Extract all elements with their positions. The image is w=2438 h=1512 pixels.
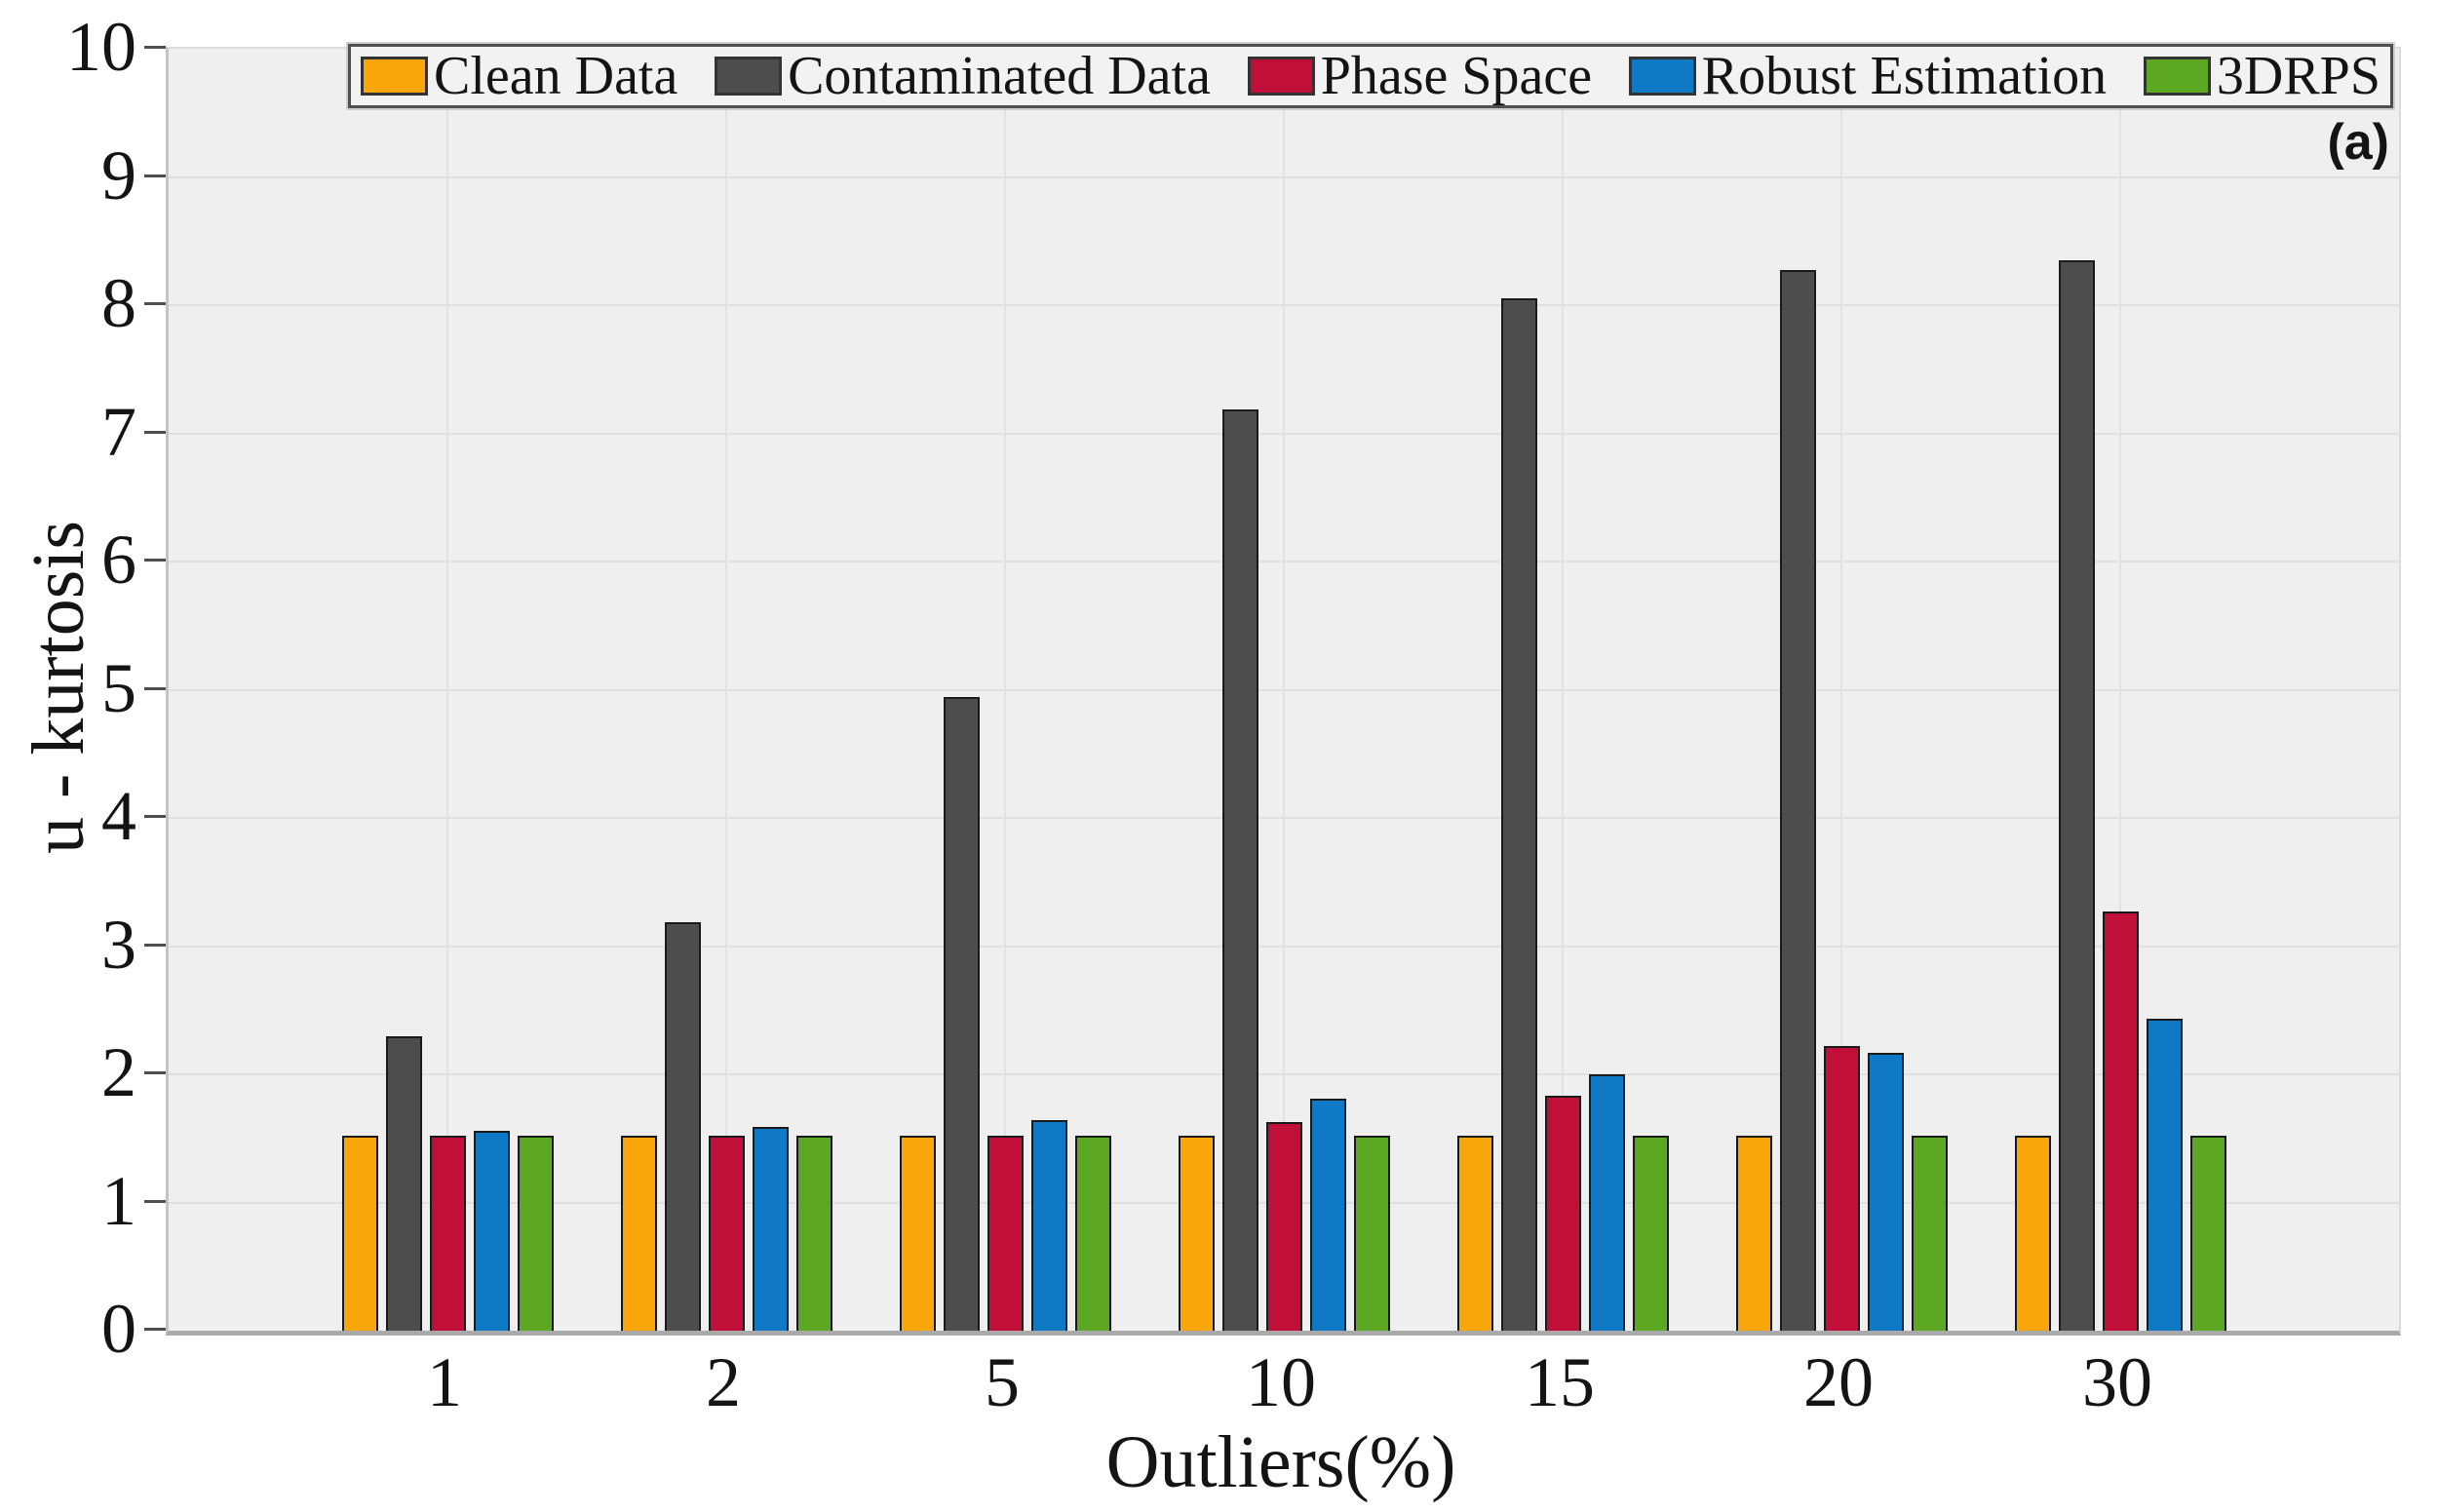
bar-contaminated-data: [385, 1036, 422, 1331]
legend-swatch: [1628, 57, 1696, 96]
bar-group-2: [620, 49, 832, 1331]
panel-label: (a): [2327, 114, 2389, 171]
y-tick-label: 6: [101, 521, 136, 599]
bar-robust-estimation: [1030, 1120, 1067, 1331]
plot-area: [166, 47, 2401, 1336]
y-tick-label: 1: [101, 1161, 136, 1240]
y-tick-label: 3: [101, 905, 136, 984]
legend-item-phase-space: Phase Space: [1247, 46, 1593, 106]
bar-group-15: [1456, 49, 1669, 1331]
bar-phase-space: [1544, 1096, 1581, 1331]
bar-3drps: [1074, 1136, 1111, 1331]
y-tick-mark: [144, 686, 166, 690]
x-tick-label: 2: [706, 1343, 741, 1421]
x-gridline: [1840, 49, 1842, 1331]
legend-swatch: [2143, 57, 2211, 96]
bar-robust-estimation: [1867, 1053, 1904, 1331]
legend: Clean Data Contaminated Data Phase Space Ro…: [348, 44, 2393, 108]
bar-3drps: [517, 1136, 554, 1331]
bar-clean-data: [1456, 1136, 1493, 1331]
x-gridline: [725, 49, 727, 1331]
x-gridline: [1283, 49, 1285, 1331]
y-tick-label: 0: [101, 1290, 136, 1368]
y-tick-mark: [144, 1328, 166, 1331]
bar-contaminated-data: [1221, 409, 1258, 1331]
bar-robust-estimation: [1309, 1099, 1346, 1331]
y-tick-label: 2: [101, 1033, 136, 1111]
legend-item-3drps: 3DRPS: [2143, 46, 2380, 106]
y-tick-mark: [144, 174, 166, 177]
legend-label: 3DRPS: [2216, 46, 2380, 106]
bar-phase-space: [1823, 1046, 1860, 1331]
bar-clean-data: [1178, 1136, 1215, 1331]
bar-phase-space: [2102, 911, 2139, 1331]
bar-clean-data: [2014, 1136, 2051, 1331]
bar-contaminated-data: [2058, 260, 2095, 1331]
y-tick-label: 8: [101, 264, 136, 342]
x-gridline: [446, 49, 448, 1331]
x-tick-label: 15: [1525, 1343, 1595, 1421]
y-tick-mark: [144, 815, 166, 818]
y-tick-mark: [144, 430, 166, 434]
legend-label: Clean Data: [434, 46, 678, 106]
x-tick-label: 30: [2082, 1343, 2152, 1421]
bar-3drps: [1632, 1136, 1669, 1331]
bar-3drps: [1353, 1136, 1390, 1331]
bar-contaminated-data: [943, 697, 980, 1331]
y-tick-mark: [144, 1199, 166, 1203]
x-tick-label: 5: [985, 1343, 1020, 1421]
bar-robust-estimation: [2146, 1019, 2183, 1331]
legend-item-contaminated-data: Contaminated Data: [715, 49, 1211, 103]
bar-group-30: [2014, 49, 2226, 1331]
x-gridline: [2119, 49, 2121, 1331]
y-tick-mark: [144, 302, 166, 305]
bar-robust-estimation: [1588, 1074, 1625, 1331]
x-tick-label: 10: [1246, 1343, 1316, 1421]
bar-robust-estimation: [752, 1127, 789, 1331]
bar-clean-data: [341, 1136, 378, 1331]
bar-contaminated-data: [1500, 298, 1537, 1331]
y-tick-label: 5: [101, 648, 136, 727]
bar-group-1: [341, 49, 554, 1331]
bar-phase-space: [1265, 1122, 1302, 1331]
bar-group-20: [1735, 49, 1948, 1331]
x-tick-label: 20: [1803, 1343, 1874, 1421]
bar-group-10: [1178, 49, 1390, 1331]
bar-clean-data: [899, 1136, 936, 1331]
y-tick-label: 7: [101, 392, 136, 471]
bar-3drps: [2189, 1136, 2226, 1331]
bar-group-5: [899, 49, 1111, 1331]
bar-contaminated-data: [1779, 270, 1816, 1331]
x-tick-label: 1: [427, 1343, 462, 1421]
bar-robust-estimation: [473, 1131, 510, 1331]
legend-item-robust-estimation: Robust Estimation: [1628, 46, 2108, 106]
bar-clean-data: [1735, 1136, 1772, 1331]
y-tick-label: 10: [66, 8, 136, 86]
x-gridline: [1004, 49, 1006, 1331]
bar-phase-space: [708, 1136, 745, 1331]
y-tick-mark: [144, 943, 166, 947]
bar-contaminated-data: [664, 922, 701, 1331]
bar-phase-space: [987, 1136, 1024, 1331]
y-tick-mark: [144, 1071, 166, 1074]
x-axis-title: Outliers(%): [1105, 1421, 1456, 1503]
y-tick-mark: [144, 559, 166, 562]
legend-label: Contaminated Data: [788, 46, 1211, 106]
legend-label: Robust Estimation: [1701, 46, 2108, 106]
y-tick-label: 4: [101, 777, 136, 855]
y-tick-label: 9: [101, 136, 136, 214]
legend-item-clean-data: Clean Data: [361, 49, 677, 103]
legend-swatch: [715, 57, 783, 96]
x-gridline: [1562, 49, 1564, 1331]
legend-swatch: [361, 57, 428, 96]
legend-swatch: [1247, 57, 1315, 96]
y-tick-mark: [144, 46, 166, 49]
bar-phase-space: [429, 1136, 466, 1331]
legend-label: Phase Space: [1320, 46, 1593, 106]
bar-3drps: [795, 1136, 832, 1331]
bar-3drps: [1911, 1136, 1948, 1331]
bar-clean-data: [620, 1136, 657, 1331]
